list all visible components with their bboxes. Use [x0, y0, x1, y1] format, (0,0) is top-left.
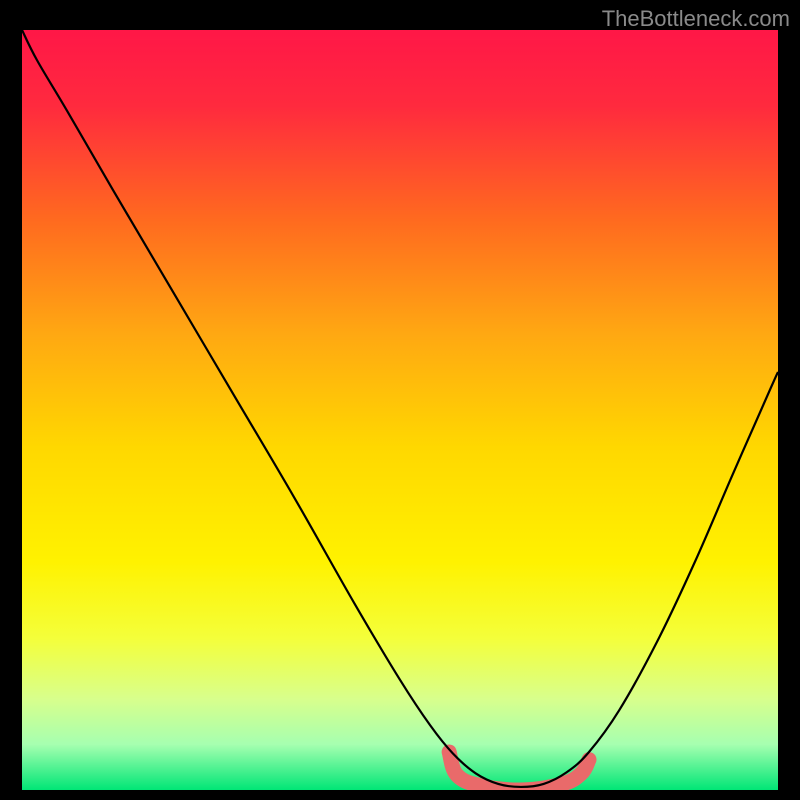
- chart-background: [22, 30, 778, 790]
- bottleneck-curve-chart: [22, 30, 778, 790]
- watermark-text: TheBottleneck.com: [602, 6, 790, 32]
